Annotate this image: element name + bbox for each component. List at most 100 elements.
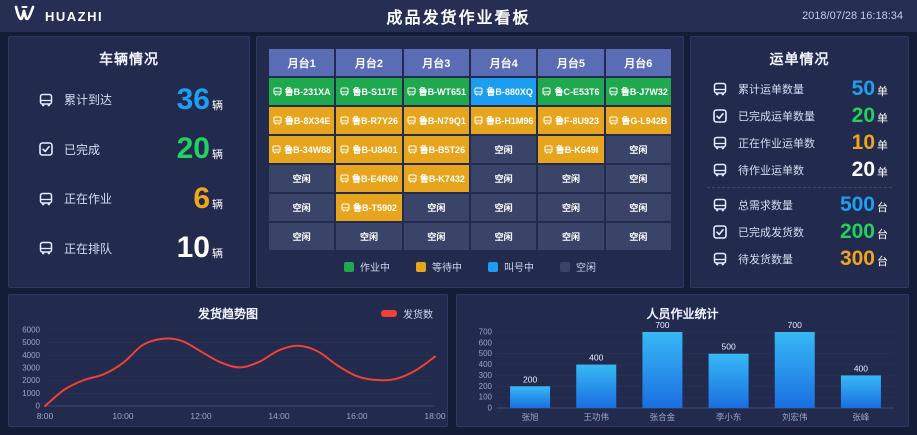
svg-text:6000: 6000 [22, 326, 40, 335]
platform-cell-idle: 空闲 [538, 165, 604, 192]
stat-unit: 辆 [212, 248, 223, 261]
truck-icon [340, 87, 349, 96]
idle-label: 空闲 [494, 232, 513, 242]
platform-cell-truck: 鲁B-N79Q1 [403, 107, 469, 134]
waybill-status-panel: 运单情况 累计运单数量 50 单已完成运单数量 20 单正在作业运单数 10 单待作业运单数… [690, 36, 909, 288]
plate-number: 鲁B-231XA [284, 87, 331, 97]
stat-label: 待发货数量 [738, 254, 793, 267]
legend-swatch [344, 261, 354, 272]
truck-icon [609, 116, 618, 125]
vehicle-status-panel: 车辆情况 累计到达 36 辆已完成 20 辆正在作业 6 辆正在排队 10 辆 [8, 36, 250, 288]
platform-grid: 月台1 月台2 月台3 月台4 月台5 月台6 鲁B-231XA 鲁B-S117E 鲁B-WT6… [269, 49, 671, 250]
platform-cell-truck: 鲁B-U8401 [336, 136, 402, 163]
staff-work-panel: 人员作业统计 0 100 200 300 400 500 600 700 200 张旭 400 王功伟… [456, 294, 909, 427]
stat-row: 已完成发货数 200 台 [691, 220, 908, 244]
trend-chart-legend: 发货数 [381, 306, 433, 321]
legend-item: 作业中 [344, 259, 390, 274]
svg-text:刘宏伟: 刘宏伟 [782, 412, 808, 422]
platform-cell-truck: 鲁B-WT651 [403, 78, 469, 105]
bus-icon [713, 198, 729, 212]
platform-column-header: 月台1 [269, 49, 335, 76]
truck-icon [408, 174, 417, 183]
stat-label: 累计到达 [64, 93, 113, 108]
idle-label: 空闲 [427, 232, 446, 242]
svg-text:4000: 4000 [22, 351, 40, 360]
platform-cell-truck: 鲁G-L942B [605, 107, 671, 134]
stat-row: 待作业运单数 20 单 [691, 158, 908, 182]
svg-text:100: 100 [479, 393, 493, 402]
truck-icon [272, 145, 281, 154]
plate-number: 鲁B-34W88 [284, 145, 332, 155]
platform-column-header: 月台4 [471, 49, 537, 76]
svg-text:600: 600 [479, 338, 493, 347]
bus-icon [39, 241, 55, 255]
svg-text:张合金: 张合金 [650, 412, 676, 422]
trend-legend-swatch [381, 310, 397, 317]
plate-number: 鲁C-E53T6 [554, 87, 600, 97]
legend-item: 叫号中 [488, 259, 534, 274]
platform-column-header: 月台2 [336, 49, 402, 76]
svg-text:张峰: 张峰 [852, 412, 870, 422]
truck-icon [407, 116, 416, 125]
plate-number: 鲁B-880XQ [486, 87, 533, 97]
plate-number: 鲁B-S117E [352, 87, 398, 97]
bus-icon [713, 163, 729, 177]
legend-swatch [488, 261, 498, 272]
platform-cell-truck: 鲁B-R7Y26 [336, 107, 402, 134]
platform-cell-truck: 鲁B-231XA [269, 78, 335, 105]
truck-icon [474, 87, 483, 96]
svg-text:700: 700 [479, 328, 493, 337]
platform-cell-idle: 空闲 [403, 223, 469, 250]
brand-logo: HUAZHI [14, 4, 103, 29]
platform-cell-truck: 鲁B-K649I [538, 136, 604, 163]
platform-cell-truck: 鲁B-K7432 [403, 165, 469, 192]
platform-cell-truck: 鲁B-8X34E [269, 107, 335, 134]
svg-text:张旭: 张旭 [522, 412, 540, 422]
vehicle-stats-list: 累计到达 36 辆已完成 20 辆正在作业 6 辆正在排队 10 辆 [9, 69, 249, 287]
svg-text:李小东: 李小东 [716, 412, 742, 422]
stat-row: 累计运单数量 50 单 [691, 77, 908, 101]
svg-text:8:00: 8:00 [37, 411, 54, 421]
truck-icon [407, 87, 416, 96]
platform-cell-idle: 空闲 [538, 223, 604, 250]
stat-row: 总需求数量 500 台 [691, 193, 908, 217]
stat-value: 20 [851, 157, 875, 181]
trend-chart-title: 发货趋势图 [197, 307, 258, 321]
platform-cell-truck: 鲁B-H1M96 [471, 107, 537, 134]
waybill-stats-list: 累计运单数量 50 单已完成运单数量 20 单正在作业运单数 10 单待作业运单数 20 单总需… [691, 69, 908, 287]
plate-number: 鲁G-L942B [621, 116, 668, 126]
svg-text:王功伟: 王功伟 [583, 412, 609, 422]
platform-cell-idle: 空闲 [471, 165, 537, 192]
truck-icon [340, 145, 349, 154]
svg-text:18:00: 18:00 [424, 411, 446, 421]
stat-row: 正在排队 10 辆 [9, 231, 249, 265]
stat-row: 已完成 20 辆 [9, 132, 249, 166]
idle-label: 空闲 [292, 232, 311, 242]
truck-icon [341, 203, 350, 212]
platform-cell-idle: 空闲 [605, 165, 671, 192]
truck-icon [474, 116, 483, 125]
stat-unit: 辆 [212, 99, 223, 112]
idle-label: 空闲 [359, 232, 378, 242]
idle-label: 空闲 [494, 145, 513, 155]
stat-row: 已完成运单数量 20 单 [691, 104, 908, 128]
legend-label: 作业中 [360, 263, 390, 274]
truck-icon [273, 116, 282, 125]
plate-number: 鲁B-R7Y26 [351, 116, 398, 126]
plate-number: 鲁B-K649I [555, 145, 599, 155]
bus-icon [39, 192, 55, 206]
check-icon [713, 225, 729, 240]
truck-icon [609, 87, 618, 96]
idle-label: 空闲 [494, 203, 513, 213]
svg-text:0: 0 [36, 402, 41, 411]
stat-value: 36 [176, 82, 210, 116]
stat-row: 累计到达 36 辆 [9, 83, 249, 117]
truck-icon [543, 116, 552, 125]
check-icon [39, 142, 55, 157]
stat-value: 10 [176, 231, 210, 265]
platform-cell-idle: 空闲 [538, 194, 604, 221]
stats-divider [707, 187, 892, 189]
page-title: 成品发货作业看板 [386, 10, 531, 27]
svg-text:5000: 5000 [22, 338, 40, 347]
idle-label: 空闲 [427, 203, 446, 213]
